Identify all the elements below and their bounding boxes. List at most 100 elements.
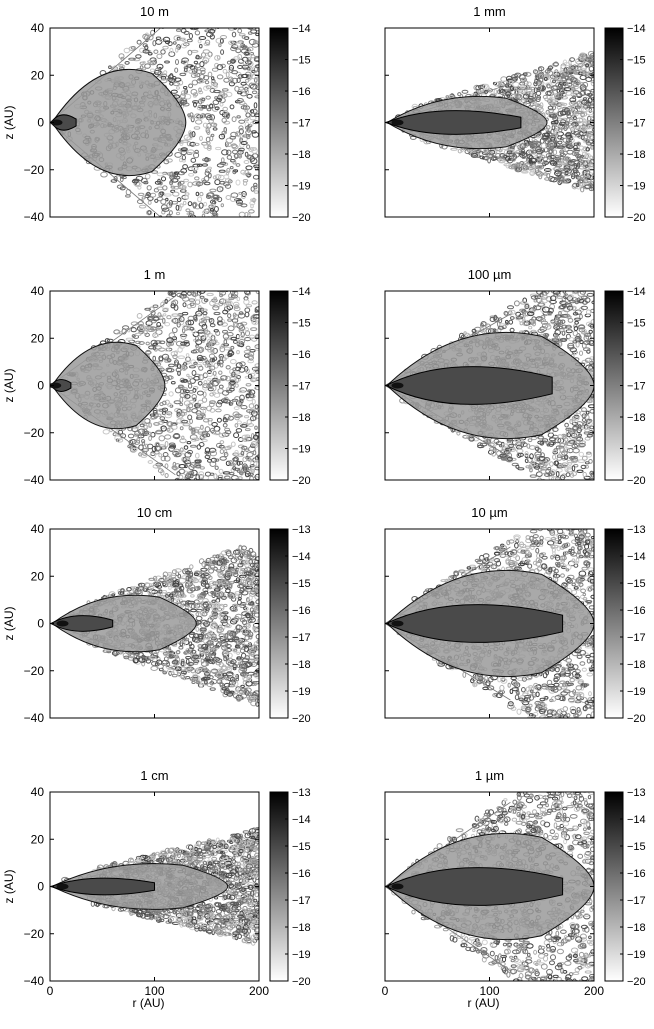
contour-blob	[238, 335, 245, 339]
contour-blob	[193, 11, 200, 13]
contour-blob	[234, 153, 239, 160]
contour-blob	[186, 406, 191, 413]
contour-blob	[240, 203, 248, 208]
contour-blob	[187, 7, 191, 12]
contour-blob	[514, 166, 521, 173]
contour-blob	[245, 112, 251, 118]
contour-blob	[222, 488, 226, 493]
contour-blob	[510, 86, 514, 92]
contour-blob	[587, 502, 591, 507]
contour-blob	[247, 513, 253, 516]
contour-blob	[229, 166, 234, 170]
contour-blob	[209, 248, 215, 251]
contour-blob	[566, 137, 571, 144]
contour-blob	[218, 216, 220, 217]
contour-blob	[220, 35, 227, 40]
contour-blob	[181, 365, 187, 372]
contour-blob	[228, 494, 231, 499]
contour-blob	[568, 124, 576, 130]
contour-blob	[563, 156, 568, 161]
contour-blob	[219, 362, 224, 368]
contour-blob	[197, 196, 203, 203]
contour-blob	[251, 300, 258, 305]
contour-blob	[169, 81, 174, 86]
contour-blob	[552, 140, 558, 144]
contour-blob	[578, 451, 584, 457]
y-tick-label: 0	[37, 379, 44, 393]
contour-blob	[566, 482, 572, 486]
contour-blob	[588, 285, 592, 289]
contour-blob	[196, 482, 201, 485]
contour-blob	[219, 93, 225, 100]
contour-blob	[218, 2, 221, 6]
contour-blob	[202, 210, 208, 215]
contour-blob	[217, 240, 220, 243]
contour-blob	[179, 185, 187, 189]
contour-blob	[199, 135, 203, 141]
contour-blob	[127, 433, 135, 439]
contour-blob	[522, 297, 528, 304]
contour-blob	[245, 330, 250, 337]
contour-blob	[212, 127, 218, 131]
contour-blob	[187, 380, 192, 385]
contour-blob	[227, 265, 233, 269]
contour-blob	[214, 0, 217, 4]
contour-blob	[223, 262, 226, 265]
contour-blob	[154, 445, 161, 452]
contour-blob	[517, 467, 525, 471]
contour-blob	[203, 181, 211, 186]
contour-blob	[198, 87, 202, 93]
contour-blob	[479, 155, 485, 160]
contour-blob	[144, 307, 152, 311]
contour-blob	[139, 326, 146, 332]
contour-blob	[164, 322, 171, 327]
contour-blob	[245, 393, 251, 399]
contour-blob	[235, 256, 238, 258]
contour-blob	[571, 174, 576, 180]
contour-blob	[587, 503, 593, 505]
contour-blob	[209, 8, 212, 13]
contour-blob	[578, 497, 581, 499]
contour-blob	[568, 64, 574, 71]
contour-blob	[194, 149, 199, 154]
contour-blob	[224, 228, 231, 231]
contour-blob	[253, 230, 260, 234]
contour-blob	[252, 450, 257, 456]
contour-blob	[546, 481, 551, 485]
contour-blob	[579, 53, 587, 57]
contour-blob	[245, 496, 250, 498]
contour-blob	[146, 185, 152, 191]
contour-blob	[205, 125, 210, 132]
contour-blob	[244, 88, 249, 95]
contour-blob	[227, 1, 232, 3]
contour-blob	[176, 321, 181, 328]
contour-blob	[535, 96, 541, 103]
contour-blob	[113, 176, 118, 181]
contour-blob	[551, 133, 557, 138]
contour-blob	[243, 299, 250, 305]
contour-blob	[228, 292, 236, 299]
contour-blob	[222, 261, 226, 266]
contour-blob	[204, 471, 212, 477]
contour-blob	[579, 313, 583, 320]
contour-blob	[148, 306, 155, 313]
contour-blob	[236, 350, 240, 355]
contour-blob	[191, 131, 196, 138]
contour-blob	[174, 152, 182, 158]
contour-blob	[249, 349, 256, 353]
contour-blob	[182, 456, 188, 463]
contour-blob	[214, 179, 221, 186]
contour-blob	[194, 282, 199, 286]
contour-blob	[248, 224, 252, 227]
contour-blob	[238, 154, 243, 159]
contour-blob	[253, 239, 257, 242]
contour-blob	[214, 212, 219, 217]
contour-blob	[188, 470, 195, 476]
contour-blob	[529, 293, 538, 298]
contour-blob	[238, 86, 245, 91]
contour-blob	[514, 300, 520, 307]
contour-blob	[209, 103, 214, 109]
contour-blob	[148, 435, 153, 441]
contour-blob	[189, 302, 195, 306]
contour-blob	[185, 208, 191, 213]
